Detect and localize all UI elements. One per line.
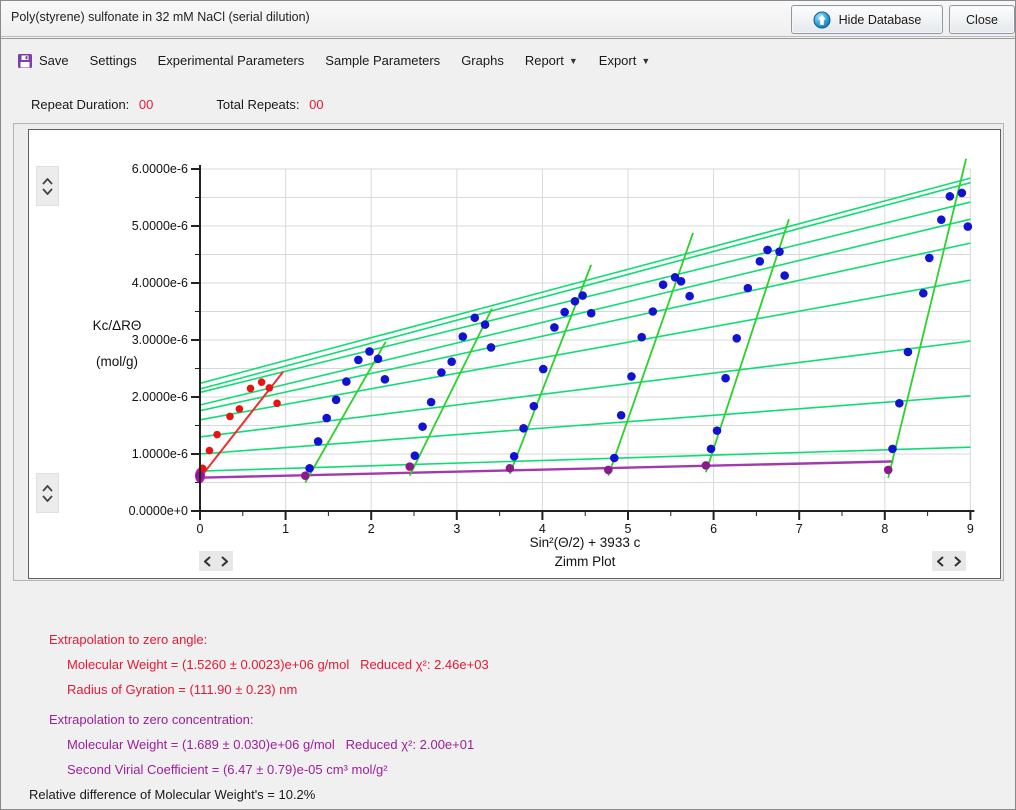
second-virial-coefficient: Second Virial Coefficient = (6.47 ± 0.79… (67, 762, 388, 777)
report-label: Report (524, 53, 564, 68)
save-floppy-icon (18, 53, 32, 68)
settings-label: Settings (89, 53, 137, 68)
chevron-up-icon (42, 484, 53, 492)
svg-text:3.0000e-6: 3.0000e-6 (132, 333, 188, 347)
svg-text:5.0000e-6: 5.0000e-6 (132, 219, 188, 233)
zimm-plot-area: 0.0000e+0 1.0000e-6 2.0000e-6 3.0000e-6 4.00… (28, 129, 1001, 579)
settings-menu-item[interactable]: Settings (82, 47, 145, 74)
sample-parameters-menu-item[interactable]: Sample Parameters (317, 47, 448, 74)
graph-panel: 0.0000e+0 1.0000e-6 2.0000e-6 3.0000e-6 4.00… (13, 123, 1004, 581)
report-menu-item[interactable]: Report ▼ (517, 47, 586, 74)
experimental-parameters-menu-item[interactable]: Experimental Parameters (150, 47, 313, 74)
y-axis-title-line2: (mol/g) (95, 354, 138, 369)
close-button[interactable]: Close (949, 5, 1015, 34)
y-scale-spinner-bottom[interactable] (36, 473, 59, 513)
zimm-plot-canvas: 0.0000e+0 1.0000e-6 2.0000e-6 3.0000e-6 4.00… (129, 158, 975, 536)
chevron-up-icon (42, 177, 53, 185)
plot-title: Zimm Plot (554, 554, 616, 569)
svg-text:9: 9 (967, 522, 974, 536)
chevron-right-icon (954, 555, 961, 567)
svg-text:1.0000e-6: 1.0000e-6 (132, 447, 188, 461)
zero-angle-radius-of-gyration: Radius of Gyration = (111.90 ± 0.23) nm (67, 682, 298, 697)
repeat-duration-value: 00 (138, 97, 154, 112)
menu-toolbar: Save Settings Experimental Parameters Sa… (1, 38, 1015, 82)
dropdown-caret-icon: ▼ (641, 56, 651, 66)
chevron-down-icon (42, 187, 53, 195)
zero-angle-molecular-weight: Molecular Weight = (1.5260 ± 0.0023)e+06… (67, 657, 489, 672)
title-bar: Poly(styrene) sulfonate in 32 mM NaCl (s… (1, 1, 1015, 37)
svg-text:6: 6 (710, 522, 717, 536)
svg-text:8: 8 (881, 522, 888, 536)
export-menu-item[interactable]: Export ▼ (591, 47, 659, 74)
x-scroll-left-control[interactable] (199, 551, 233, 571)
chevron-down-icon (42, 494, 53, 502)
svg-text:1: 1 (282, 522, 289, 536)
y-scale-spinner-top[interactable] (36, 166, 59, 206)
dropdown-caret-icon: ▼ (568, 56, 578, 66)
export-label: Export (598, 53, 637, 68)
up-arrow-globe-icon (813, 11, 831, 28)
zero-angle-heading: Extrapolation to zero angle: (49, 632, 208, 647)
hide-database-label: Hide Database (838, 12, 922, 27)
x-axis-title: Sin²(Θ/2) + 3933 c Zimm Plot (200, 533, 970, 571)
svg-text:5: 5 (625, 522, 632, 536)
save-menu-item[interactable]: Save (9, 47, 77, 75)
svg-text:2: 2 (368, 522, 375, 536)
svg-text:3: 3 (453, 522, 460, 536)
total-repeats-value: 00 (309, 97, 324, 112)
svg-text:6.0000e-6: 6.0000e-6 (132, 162, 188, 176)
close-label: Close (966, 12, 998, 27)
svg-text:0.0000e+0: 0.0000e+0 (129, 504, 188, 518)
chevron-right-icon (221, 555, 228, 567)
hide-database-button[interactable]: Hide Database (791, 5, 943, 34)
relative-difference-line: Relative difference of Molecular Weight'… (29, 787, 316, 802)
sample-parameters-label: Sample Parameters (325, 53, 441, 68)
status-row: Repeat Duration: 00 Total Repeats: 00 (31, 97, 324, 112)
graphs-label: Graphs (461, 53, 504, 68)
x-axis-title-line: Sin²(Θ/2) + 3933 c (529, 535, 641, 550)
y-axis-title: Kc/ΔRΘ (mol/g) (57, 308, 177, 380)
sample-title: Poly(styrene) sulfonate in 32 mM NaCl (s… (11, 10, 310, 24)
x-scroll-right-control[interactable] (932, 551, 966, 571)
graphs-menu-item[interactable]: Graphs (453, 47, 512, 74)
chevron-left-icon (204, 555, 211, 567)
save-label: Save (39, 53, 69, 68)
zero-concentration-heading: Extrapolation to zero concentration: (49, 712, 254, 727)
experimental-parameters-label: Experimental Parameters (157, 53, 305, 68)
chevron-left-icon (937, 555, 944, 567)
svg-text:4: 4 (539, 522, 546, 536)
svg-text:4.0000e-6: 4.0000e-6 (132, 276, 188, 290)
svg-text:2.0000e-6: 2.0000e-6 (132, 390, 188, 404)
svg-text:7: 7 (796, 522, 803, 536)
zero-concentration-molecular-weight: Molecular Weight = (1.689 ± 0.030)e+06 g… (67, 737, 475, 752)
total-repeats-label: Total Repeats: (216, 97, 300, 112)
svg-text:0: 0 (197, 522, 204, 536)
y-axis-title-line1: Kc/ΔRΘ (92, 318, 142, 333)
repeat-duration-label: Repeat Duration: (31, 97, 130, 112)
